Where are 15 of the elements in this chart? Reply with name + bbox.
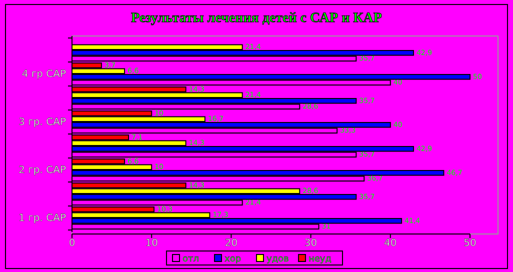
x-tick-label: 0 bbox=[68, 238, 76, 249]
x-tick-label: 30 bbox=[304, 238, 318, 249]
x-tick-label: 10 bbox=[145, 238, 158, 249]
legend-label: отл bbox=[182, 254, 200, 264]
y-tick-label: 4 гр САР bbox=[22, 69, 66, 80]
legend-label: хор bbox=[224, 254, 242, 264]
legend-label: неуд bbox=[308, 254, 332, 264]
y-tick-label: 3 гр. САР bbox=[18, 117, 66, 128]
y-tick-label: 1 гр. САР bbox=[18, 213, 66, 224]
chart-title: Результаты лечения детей с САР и КАР bbox=[131, 11, 382, 26]
legend-label: удов bbox=[266, 254, 289, 264]
y-tick-label: 2 гр. САР bbox=[18, 165, 66, 176]
x-tick-label: 50 bbox=[464, 238, 476, 249]
x-tick-label: 40 bbox=[384, 238, 397, 249]
x-tick-label: 20 bbox=[224, 238, 238, 249]
